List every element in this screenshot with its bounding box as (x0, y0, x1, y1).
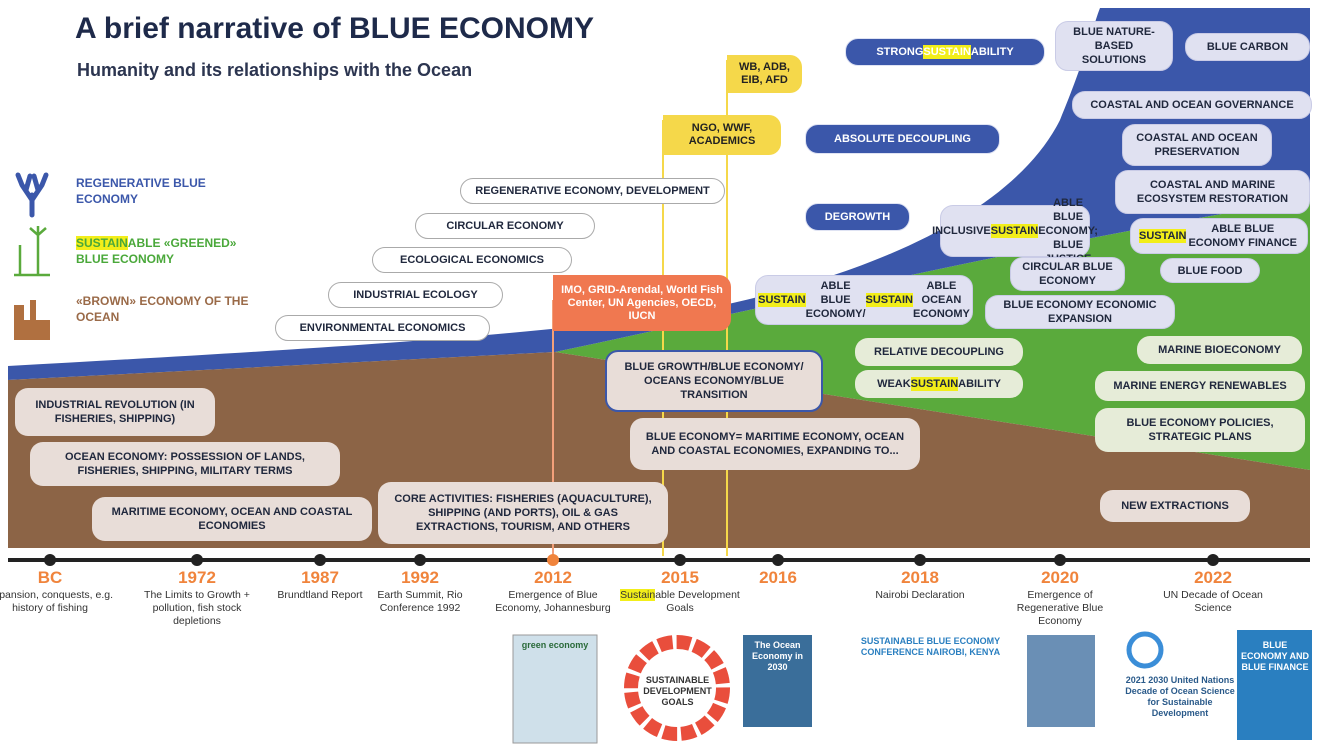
concept-box: COASTAL AND OCEAN GOVERNANCE (1072, 91, 1312, 119)
text-segment: ABILITY (958, 377, 1001, 391)
text-segment: SUSTAIN (923, 45, 970, 59)
text-segment: SUSTAIN (758, 293, 805, 307)
text-segment: Sustain (620, 589, 655, 601)
timeline-year: 2016 (743, 568, 813, 588)
legend-label: SUSTAINABLE «GREENED» BLUE ECONOMY (76, 235, 256, 267)
timeline-text: Nairobi Declaration (855, 589, 985, 602)
concept-box: MARINE BIOECONOMY (1137, 336, 1302, 364)
timeline-dot (1054, 554, 1066, 566)
text-segment: SUSTAIN (991, 224, 1038, 238)
timeline-dot (914, 554, 926, 566)
text-segment: SUSTAIN (76, 236, 128, 250)
concept-box: ECOLOGICAL ECONOMICS (372, 247, 572, 273)
concept-box: BLUE GROWTH/BLUE ECONOMY/ OCEANS ECONOMY… (605, 350, 823, 412)
timeline-dot (772, 554, 784, 566)
text-segment: ABLE OCEAN ECONOMY (913, 279, 970, 321)
text-segment: able Development Goals (655, 589, 740, 614)
actor-flag: IMO, GRID-Arendal, World Fish Center, UN… (553, 275, 731, 331)
title: A brief narrative of BLUE ECONOMY (75, 12, 594, 46)
timeline-text: Expansion, conquests, e.g. history of fi… (0, 589, 115, 615)
concept-box: MARINE ENERGY RENEWABLES (1095, 371, 1305, 401)
concept-box: BLUE FOOD (1160, 258, 1260, 283)
timeline-year: 2022 (1178, 568, 1248, 588)
timeline-dot (547, 554, 559, 566)
concept-box: ABSOLUTE DECOUPLING (805, 124, 1000, 154)
timeline-year: 1987 (285, 568, 355, 588)
concept-box: COASTAL AND MARINE ECOSYSTEM RESTORATION (1115, 170, 1310, 214)
concept-box: CIRCULAR ECONOMY (415, 213, 595, 239)
concept-box: INDUSTRIAL ECOLOGY (328, 282, 503, 308)
text-segment: ABLE BLUE ECONOMY/ (806, 279, 866, 321)
actor-flag: WB, ADB, EIB, AFD (727, 55, 802, 93)
concept-box: OCEAN ECONOMY: POSSESSION OF LANDS, FISH… (30, 442, 340, 486)
image-caption: SUSTAINABLE DEVELOPMENT GOALS (640, 675, 715, 708)
timeline-year: 2012 (518, 568, 588, 588)
concept-box: REGENERATIVE ECONOMY, DEVELOPMENT (460, 178, 725, 204)
timeline-text: Emergence of Blue Economy, Johannesburg (488, 589, 618, 615)
text-segment: SUSTAIN (1139, 229, 1186, 243)
text-segment: ABLE BLUE ECONOMY; BLUE JUSTICE (1038, 196, 1098, 266)
text-segment: SUSTAIN (911, 377, 958, 391)
text-segment: ABLE BLUE ECONOMY FINANCE (1186, 222, 1299, 250)
concept-box: BLUE ECONOMY POLICIES, STRATEGIC PLANS (1095, 408, 1305, 452)
concept-box: COASTAL AND OCEAN PRESERVATION (1122, 124, 1272, 166)
legend-icons (14, 175, 50, 340)
concept-box: BLUE ECONOMY= MARITIME ECONOMY, OCEAN AN… (630, 418, 920, 470)
concept-box: DEGROWTH (805, 203, 910, 231)
concept-box: NEW EXTRACTIONS (1100, 490, 1250, 522)
timeline-year: 1992 (385, 568, 455, 588)
text-segment: ABILITY (971, 45, 1014, 59)
image-caption: BLUE ECONOMY AND BLUE FINANCE (1240, 640, 1310, 673)
text-segment: STRONG (876, 45, 923, 59)
timeline-dot (191, 554, 203, 566)
timeline-year: 2020 (1025, 568, 1095, 588)
legend-label: REGENERATIVE BLUE ECONOMY (76, 175, 256, 207)
subtitle: Humanity and its relationships with the … (77, 60, 472, 81)
timeline-dot (44, 554, 56, 566)
text-segment: INCLUSIVE (932, 224, 991, 238)
timeline-dot (314, 554, 326, 566)
actor-flag: NGO, WWF, ACADEMICS (663, 115, 781, 155)
timeline-text: The Limits to Growth + pollution, fish s… (132, 589, 262, 628)
timeline-dot (1207, 554, 1219, 566)
timeline-year: 2015 (645, 568, 715, 588)
concept-box: MARITIME ECONOMY, OCEAN AND COASTAL ECON… (92, 497, 372, 541)
concept-box: BLUE ECONOMY ECONOMIC EXPANSION (985, 295, 1175, 329)
infographic: A brief narrative of BLUE ECONOMY Humani… (0, 0, 1322, 745)
timeline-text: Emergence of Regenerative Blue Economy (995, 589, 1125, 628)
concept-box: BLUE CARBON (1185, 33, 1310, 61)
timeline-year: 1972 (162, 568, 232, 588)
image-caption: green economy (515, 640, 595, 651)
image-caption: 2021 2030 United Nations Decade of Ocean… (1125, 675, 1235, 719)
concept-box: CORE ACTIVITIES: FISHERIES (AQUACULTURE)… (378, 482, 668, 544)
timeline-text: UN Decade of Ocean Science (1148, 589, 1278, 615)
concept-box: INDUSTRIAL REVOLUTION (IN FISHERIES, SHI… (15, 388, 215, 436)
legend-label: «BROWN» ECONOMY OF THE OCEAN (76, 293, 256, 325)
timeline-text: Sustainable Development Goals (615, 589, 745, 615)
timeline-year: BC (15, 568, 85, 588)
concept-box: ENVIRONMENTAL ECONOMICS (275, 315, 490, 341)
concept-box: CIRCULAR BLUE ECONOMY (1010, 257, 1125, 291)
text-segment: SUSTAIN (866, 293, 913, 307)
timeline-dot (674, 554, 686, 566)
text-segment: WEAK (877, 377, 911, 391)
timeline-text: Earth Summit, Rio Conference 1992 (355, 589, 485, 615)
timeline-year: 2018 (885, 568, 955, 588)
image-caption: SUSTAINABLE BLUE ECONOMY CONFERENCE NAIR… (848, 636, 1013, 658)
image-caption: The Ocean Economy in 2030 (745, 640, 810, 673)
timeline-dot (414, 554, 426, 566)
concept-box: BLUE NATURE-BASED SOLUTIONS (1055, 21, 1173, 71)
concept-box: RELATIVE DECOUPLING (855, 338, 1023, 366)
